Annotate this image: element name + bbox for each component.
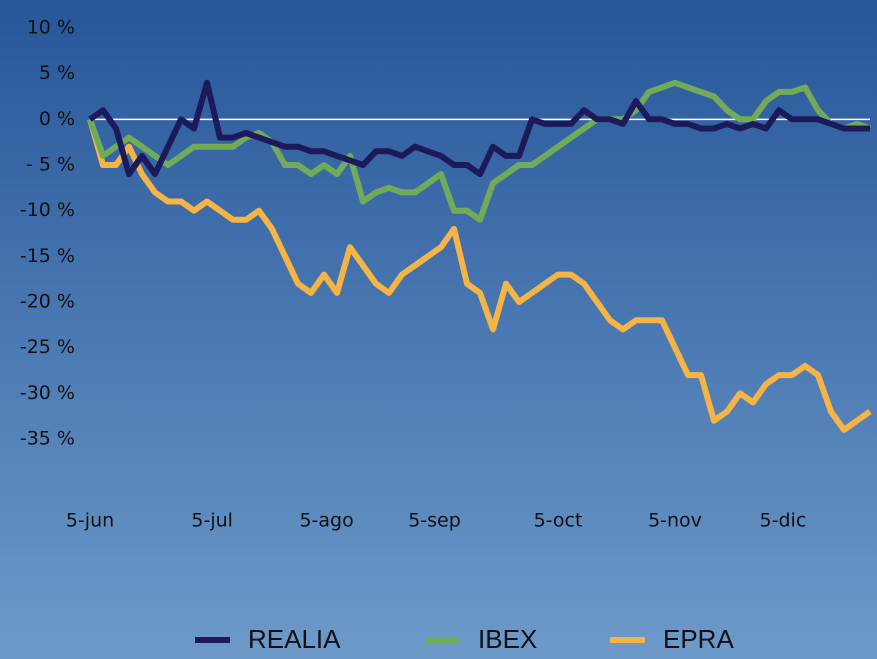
- y-tick-label: -20 %: [20, 291, 75, 313]
- y-tick-label: 10 %: [27, 17, 75, 39]
- y-tick-label: 0 %: [39, 108, 75, 130]
- legend-label: REALIA: [248, 624, 341, 654]
- y-tick-label: -25 %: [20, 336, 75, 358]
- line-series: [87, 79, 872, 223]
- legend-label: EPRA: [663, 624, 734, 654]
- x-tick-label: 5-ago: [299, 510, 353, 532]
- y-tick-label: -10 %: [20, 199, 75, 221]
- x-tick-label: 5-sep: [408, 510, 461, 532]
- y-tick-label: 5 %: [39, 62, 75, 84]
- x-tick-label: 5-jun: [66, 510, 114, 532]
- line-series: [87, 118, 872, 433]
- legend-label: IBEX: [478, 624, 537, 654]
- y-tick-label: -35 %: [20, 428, 75, 450]
- x-tick-label: 5-dic: [760, 510, 807, 532]
- line-series: [88, 79, 870, 178]
- y-tick-label: - 5 %: [26, 154, 75, 176]
- x-tick-label: 5-oct: [534, 510, 583, 532]
- y-tick-label: -15 %: [20, 245, 75, 267]
- x-tick-label: 5-nov: [648, 510, 702, 532]
- y-tick-label: -30 %: [20, 382, 75, 404]
- x-tick-label: 5-jul: [191, 510, 233, 532]
